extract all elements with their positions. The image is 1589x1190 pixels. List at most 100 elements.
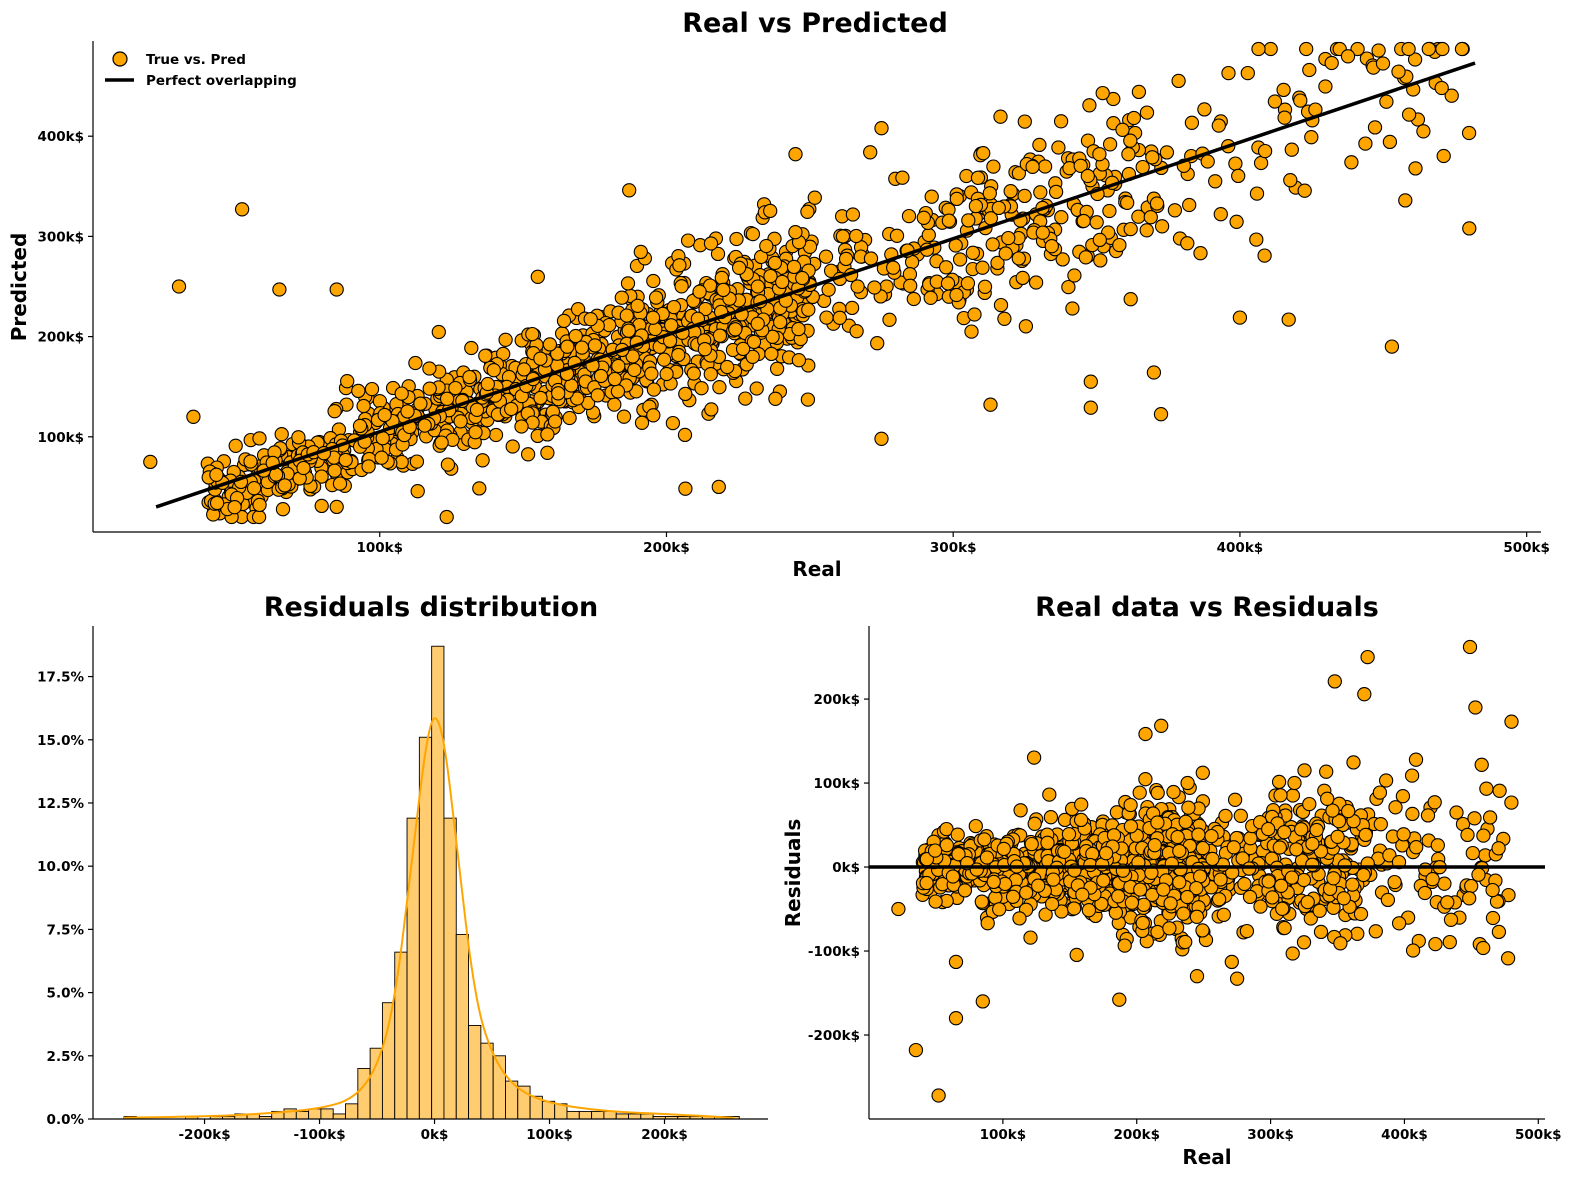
scatter-point	[1102, 203, 1117, 219]
scatter-point	[1367, 120, 1383, 135]
scatter-point	[1396, 827, 1411, 842]
scatter-point	[1065, 301, 1080, 316]
scatter-point	[1430, 838, 1445, 853]
scatter-point	[1237, 876, 1252, 892]
scatter-point	[530, 269, 545, 284]
scatter-point	[1428, 936, 1443, 952]
scatter-point	[807, 190, 822, 205]
scatter-point	[800, 204, 815, 219]
scatter-point	[680, 233, 696, 248]
scatter-point	[948, 1011, 964, 1026]
scatter-point	[1031, 878, 1046, 893]
scatter-point	[1224, 954, 1239, 970]
scatter-point	[656, 352, 672, 367]
scatter-point	[1485, 910, 1501, 926]
scatter-point	[1162, 921, 1177, 936]
scatter-point	[1319, 764, 1334, 779]
scatter-point	[773, 314, 788, 330]
scatter-point	[275, 502, 291, 517]
scatter-point	[1261, 874, 1276, 889]
scatter-point	[274, 427, 289, 442]
scatter-point	[1231, 168, 1246, 184]
scatter-point	[1391, 916, 1407, 931]
scatter-point	[1309, 822, 1324, 838]
scatter-point	[979, 850, 995, 865]
scatter-point	[1504, 714, 1519, 729]
x-tick-label: 500k$	[1515, 1127, 1562, 1143]
scatter-point	[1368, 924, 1383, 939]
scatter-point	[1019, 885, 1034, 900]
scatter-point	[763, 203, 778, 219]
scatter-point	[1178, 814, 1193, 829]
scatter-point	[1300, 894, 1315, 910]
scatter-point	[957, 883, 973, 898]
histogram-bar	[480, 1042, 494, 1120]
scatter-point	[948, 954, 964, 970]
real-vs-residuals-panel: Real data vs Residuals 100k$ 200k$ 300k$ 40…	[781, 592, 1562, 1169]
scatter-point	[1123, 221, 1138, 237]
scatter-point	[835, 229, 851, 244]
scatter-point	[1281, 312, 1296, 327]
scatter-point	[1333, 936, 1348, 951]
scatter-point	[1123, 797, 1138, 813]
scatter-point	[1112, 992, 1127, 1007]
scatter-point	[874, 431, 889, 446]
scatter-point	[712, 380, 727, 395]
scatter-point	[746, 334, 762, 350]
scatter-point	[882, 312, 897, 327]
scatter-point	[1405, 806, 1420, 822]
scatter-point	[431, 324, 446, 340]
scatter-point	[410, 484, 425, 499]
scatter-point	[969, 862, 984, 877]
scatter-point	[1136, 897, 1151, 912]
kde-curve	[123, 717, 734, 1119]
scatter-point	[850, 279, 865, 294]
scatter-point	[1149, 196, 1165, 211]
scatter-point	[735, 341, 751, 357]
scatter-point	[1011, 251, 1026, 266]
scatter-point	[672, 258, 687, 273]
scatter-point	[1421, 41, 1436, 57]
scatter-point	[1380, 892, 1396, 908]
scatter-point	[611, 358, 626, 374]
scatter-point	[1012, 911, 1027, 926]
scatter-point	[1011, 166, 1027, 181]
scatter-point	[1180, 775, 1195, 791]
scatter-point	[1485, 882, 1500, 898]
scatter-point	[570, 302, 586, 317]
scatter-point	[1033, 185, 1048, 200]
scatter-point	[1229, 214, 1244, 229]
scatter-point	[703, 367, 718, 382]
scatter-point	[1094, 896, 1109, 912]
scatter-point	[1409, 840, 1424, 855]
x-axis-label: Real	[1182, 1145, 1231, 1169]
y-tick-label: 2.5%	[47, 1049, 85, 1065]
scatter-point	[1276, 82, 1291, 98]
scatter-point	[1211, 892, 1227, 907]
histogram-bar	[357, 1067, 371, 1120]
scatter-point	[1076, 213, 1091, 229]
scatter-point	[786, 259, 802, 275]
scatter-point	[314, 469, 329, 484]
scatter-point	[1035, 225, 1050, 240]
scatter-point	[1053, 114, 1069, 129]
scatter-point	[634, 415, 650, 430]
scatter-point	[1043, 810, 1059, 825]
scatter-point	[775, 274, 790, 290]
scatter-point	[951, 847, 966, 862]
scatter-point	[1150, 785, 1165, 801]
scatter-point	[950, 827, 965, 842]
scatter-point	[1038, 907, 1053, 922]
real-vs-predicted-panel: Real vs Predicted 100k$ 200k$ 300k$ 400k$ 50…	[7, 8, 1550, 581]
scatter-point	[1171, 73, 1186, 89]
scatter-point	[251, 509, 267, 525]
scatter-point	[939, 821, 954, 837]
scatter-point	[849, 228, 864, 244]
scatter-point	[291, 430, 306, 445]
scatter-point	[821, 282, 836, 297]
y-tick-label: -200k$	[808, 1028, 860, 1044]
scatter-point	[505, 439, 520, 454]
scatter-point	[1462, 891, 1477, 906]
scatter-point	[1242, 889, 1258, 905]
